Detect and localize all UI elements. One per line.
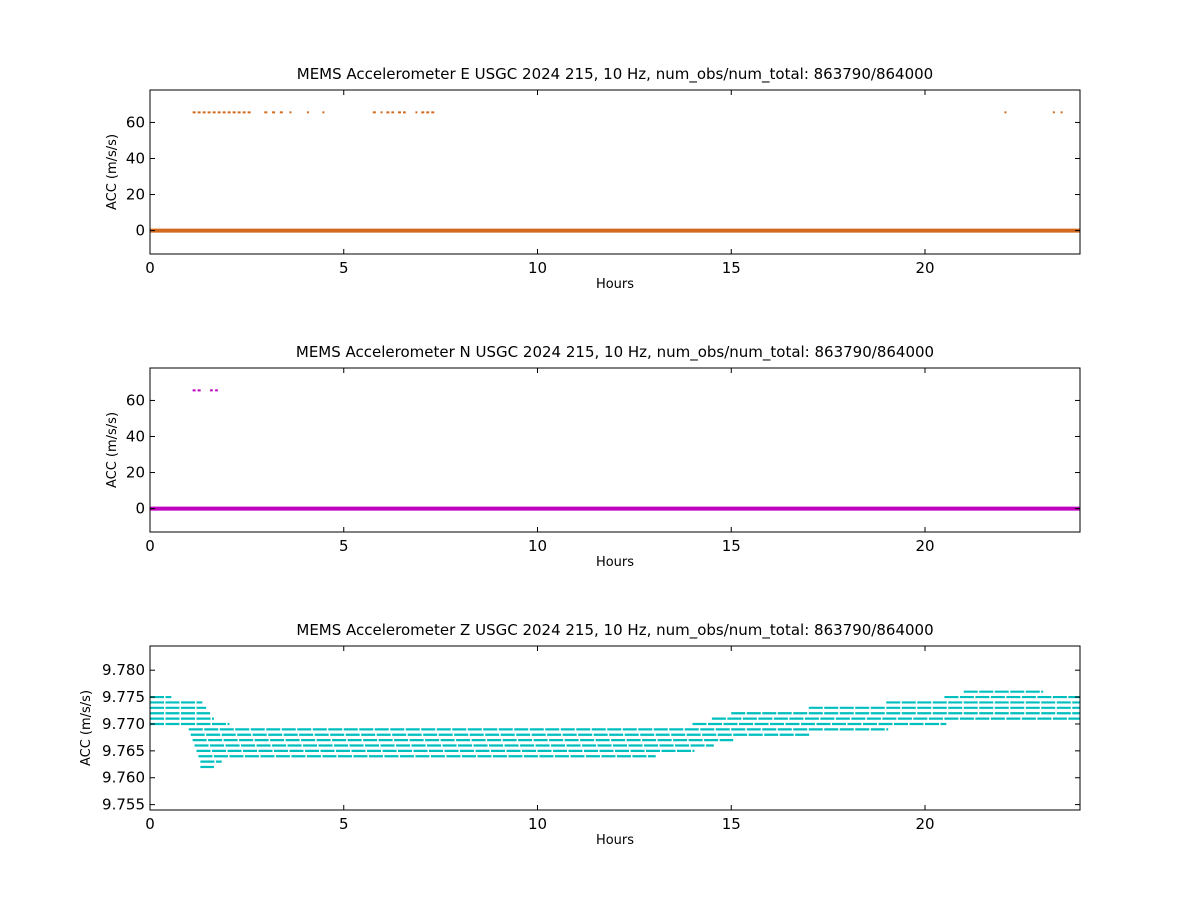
x-tick-label: 0 — [145, 259, 155, 277]
x-tick-label: 5 — [339, 259, 349, 277]
panel-e: MEMS Accelerometer E USGC 2024 215, 10 H… — [105, 65, 1081, 292]
y-tick-label: 40 — [126, 427, 145, 445]
x-axis-label: Hours — [596, 833, 634, 848]
y-tick-label: 60 — [126, 113, 145, 131]
y-tick-label: 0 — [135, 222, 145, 240]
y-tick-label: 9.770 — [102, 715, 145, 733]
series-1 — [150, 389, 1080, 511]
x-axis-label: Hours — [596, 555, 634, 570]
y-tick-label: 9.755 — [102, 796, 145, 814]
series-2 — [150, 690, 1080, 769]
y-tick-label: 9.775 — [102, 688, 145, 706]
x-tick-label: 5 — [339, 537, 349, 555]
y-tick-label: 9.780 — [102, 661, 145, 679]
y-tick-label: 9.760 — [102, 769, 145, 787]
y-tick-label: 9.765 — [102, 742, 145, 760]
y-tick-label: 60 — [126, 391, 145, 409]
x-axis-label: Hours — [596, 277, 634, 292]
x-tick-label: 15 — [722, 537, 741, 555]
y-tick-label: 20 — [126, 464, 145, 482]
plot-frame — [149, 89, 1081, 255]
x-tick-label: 15 — [722, 815, 741, 833]
x-tick-label: 10 — [528, 815, 547, 833]
x-tick-label: 5 — [339, 815, 349, 833]
x-tick-label: 10 — [528, 537, 547, 555]
panel-n: MEMS Accelerometer N USGC 2024 215, 10 H… — [105, 343, 1081, 570]
y-tick-label: 0 — [135, 500, 145, 518]
x-tick-label: 20 — [915, 815, 934, 833]
x-tick-label: 20 — [915, 259, 934, 277]
plot-frame — [149, 645, 1081, 811]
chart-title: MEMS Accelerometer N USGC 2024 215, 10 H… — [296, 343, 934, 362]
plot-frame — [149, 367, 1081, 533]
y-axis-label: ACC (m/s/s) — [79, 690, 94, 766]
series-0 — [150, 111, 1080, 233]
y-axis-label: ACC (m/s/s) — [105, 134, 120, 210]
y-tick-label: 20 — [126, 186, 145, 204]
chart-title: MEMS Accelerometer Z USGC 2024 215, 10 H… — [296, 621, 933, 640]
x-tick-label: 15 — [722, 259, 741, 277]
x-tick-label: 10 — [528, 259, 547, 277]
x-tick-label: 0 — [145, 815, 155, 833]
y-tick-label: 40 — [126, 149, 145, 167]
x-tick-label: 20 — [915, 537, 934, 555]
x-tick-label: 0 — [145, 537, 155, 555]
chart-title: MEMS Accelerometer E USGC 2024 215, 10 H… — [297, 65, 933, 84]
panel-z: MEMS Accelerometer Z USGC 2024 215, 10 H… — [79, 621, 1081, 848]
y-axis-label: ACC (m/s/s) — [105, 412, 120, 488]
